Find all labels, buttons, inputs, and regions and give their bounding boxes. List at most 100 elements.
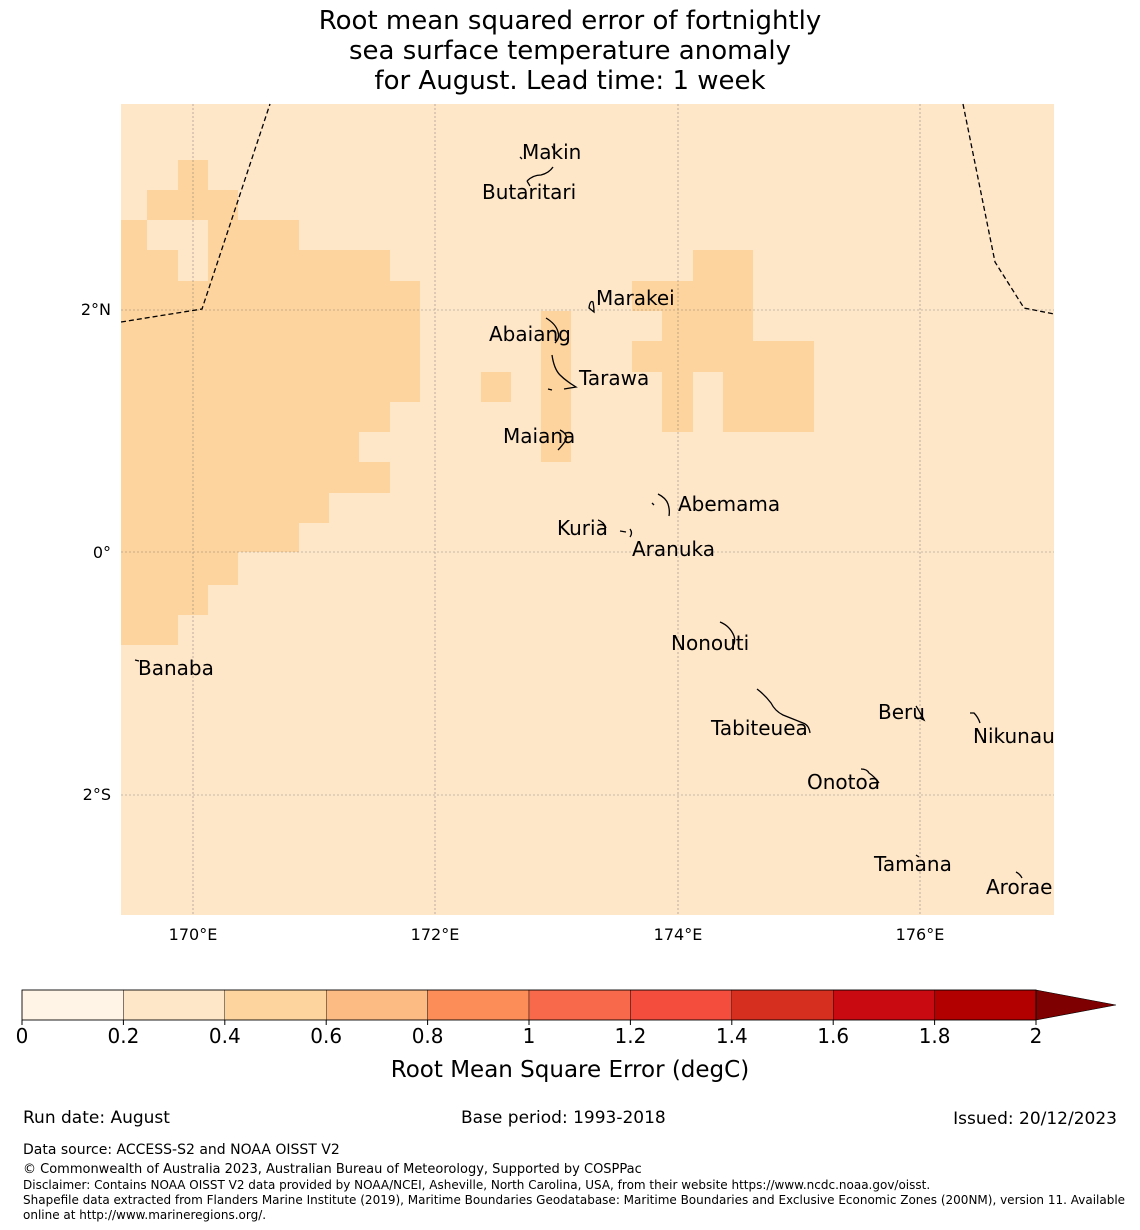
onotoa-outline <box>860 768 880 784</box>
rmse-cell <box>359 250 390 432</box>
base-period: Base period: 1993-2018 <box>461 1108 666 1128</box>
rmse-cell <box>693 250 723 372</box>
rmse-low-cells <box>147 220 723 462</box>
lon-tick-170e: 170°E <box>169 925 218 944</box>
island-label-maiana: Maiana <box>503 424 575 448</box>
rmse-cell <box>723 250 753 432</box>
colorbar-tick-label: 2 <box>1030 1024 1043 1048</box>
rmse-cell-low <box>147 220 178 250</box>
issued-date: Issued: 20/12/2023 <box>953 1109 1117 1129</box>
kuria-outline <box>597 519 607 529</box>
nonouti-outline <box>719 621 736 649</box>
eez-boundary-east <box>962 103 1055 315</box>
island-label-tabiteuea: Tabiteuea <box>710 716 808 740</box>
maiana-outline <box>557 429 568 451</box>
rmse-cell <box>359 462 390 493</box>
colorbar-tick-label: 0.8 <box>412 1024 444 1048</box>
tamana-outline <box>915 854 920 858</box>
island-label-aranuka: Aranuka <box>632 537 715 561</box>
colorbar-segment <box>224 989 327 1021</box>
rmse-cell <box>299 250 329 523</box>
nikunau-outline <box>970 712 981 724</box>
butaritari-outline <box>526 166 554 187</box>
rmse-cell <box>329 250 359 493</box>
island-label-tamana: Tamana <box>873 852 952 876</box>
island-label-beru: Beru <box>878 700 925 724</box>
tarawa-outline <box>547 354 578 391</box>
colorbar-segment <box>123 989 226 1021</box>
abemama-outline <box>651 493 670 517</box>
arorae-outline <box>1015 871 1023 879</box>
rmse-cell <box>753 341 814 432</box>
colorbar-extend-arrow <box>1035 989 1117 1021</box>
colorbar-tick-label: 1.4 <box>716 1024 748 1048</box>
rmse-cell <box>147 190 178 645</box>
rmse-cell-low <box>359 432 390 462</box>
island-label-nikunau: Nikunau <box>973 724 1055 748</box>
lon-tick-176e: 176°E <box>896 925 945 944</box>
colorbar-segment <box>427 989 530 1021</box>
colorbar-segment <box>833 989 935 1021</box>
colorbar-tick-label: 1 <box>523 1024 536 1048</box>
island-outlines <box>134 145 1023 879</box>
island-label-banaba: Banaba <box>138 656 214 680</box>
abaiang-outline <box>545 317 560 344</box>
colorbar-tick-label: 1.6 <box>817 1024 849 1048</box>
island-label-nonouti: Nonouti <box>671 631 749 655</box>
disclaimer: Disclaimer: Contains NOAA OISST V2 data … <box>23 1178 931 1192</box>
island-label-tarawa: Tarawa <box>578 366 649 390</box>
rmse-cell <box>238 220 299 552</box>
colorbar-segment <box>528 989 631 1021</box>
marakei-outline <box>588 300 595 314</box>
colorbar-tick-label: 1.2 <box>614 1024 646 1048</box>
eez-boundaries <box>120 103 1055 323</box>
eez-boundary-west <box>120 103 271 323</box>
tabiteuea-outline <box>756 688 811 734</box>
island-label-kuria: Kuria <box>557 516 608 540</box>
island-label-butaritari: Butaritari <box>482 180 576 204</box>
shapefile-credit-1: Shapefile data extracted from Flanders M… <box>23 1193 1126 1207</box>
colorbar-tick-label: 0.4 <box>209 1024 241 1048</box>
makin-outline <box>519 145 556 160</box>
copyright: © Commonwealth of Australia 2023, Austra… <box>23 1162 642 1177</box>
rmse-cell <box>632 281 662 311</box>
title-line-1: Root mean squared error of fortnightly <box>318 6 822 36</box>
lon-tick-174e: 174°E <box>654 925 703 944</box>
colorbar-tick-label: 0.6 <box>310 1024 342 1048</box>
gridlines <box>121 104 1054 915</box>
rmse-cell <box>121 220 147 645</box>
island-label-makin: Makin <box>522 140 581 164</box>
colorbar-tick-label: 0.2 <box>107 1024 139 1048</box>
colorbar-segment <box>326 989 428 1021</box>
island-labels: Makin Butaritari Marakei Abaiang Tarawa … <box>138 140 1055 899</box>
map-figure: Makin Butaritari Marakei Abaiang Tarawa … <box>16 103 1117 1083</box>
colorbar-segment <box>731 989 834 1021</box>
colorbar: 0 0.2 0.4 0.6 0.8 1 1.2 1.4 1.6 1.8 2 Root Mean Sq… <box>16 989 1117 1083</box>
colorbar-tick-label: 0 <box>16 1024 29 1048</box>
axis-labels: 170°E 172°E 174°E 176°E 2°N 0° 2°S <box>81 300 944 944</box>
banaba-outline <box>134 659 140 662</box>
rmse-cell-low <box>178 220 208 281</box>
lat-tick-2n: 2°N <box>81 300 111 319</box>
map-title: Root mean squared error of fortnightly s… <box>0 6 1140 96</box>
lat-tick-0: 0° <box>93 543 111 562</box>
colorbar-segment <box>21 989 124 1021</box>
rmse-cell <box>481 372 511 402</box>
colorbar-ticks: 0 0.2 0.4 0.6 0.8 1 1.2 1.4 1.6 1.8 2 <box>16 1020 1043 1048</box>
rmse-cell <box>208 190 238 585</box>
rmse-cell <box>390 281 420 402</box>
rmse-cell <box>632 341 662 372</box>
data-source: Data source: ACCESS-S2 and NOAA OISST V2 <box>23 1142 340 1158</box>
aranuka-outline <box>619 528 633 538</box>
island-label-onotoa: Onotoa <box>807 770 880 794</box>
colorbar-label: Root Mean Square Error (degC) <box>391 1057 749 1083</box>
rmse-cell <box>662 281 693 432</box>
lon-tick-172e: 172°E <box>411 925 460 944</box>
title-line-3: for August. Lead time: 1 week <box>374 66 766 96</box>
colorbar-segments <box>21 989 1037 1021</box>
run-date: Run date: August <box>23 1108 170 1128</box>
shapefile-credit-2: online at http://www.marineregions.org/. <box>23 1208 267 1222</box>
map-panel: Makin Butaritari Marakei Abaiang Tarawa … <box>120 103 1055 915</box>
island-label-abaiang: Abaiang <box>489 322 571 346</box>
beru-outline <box>915 705 926 722</box>
